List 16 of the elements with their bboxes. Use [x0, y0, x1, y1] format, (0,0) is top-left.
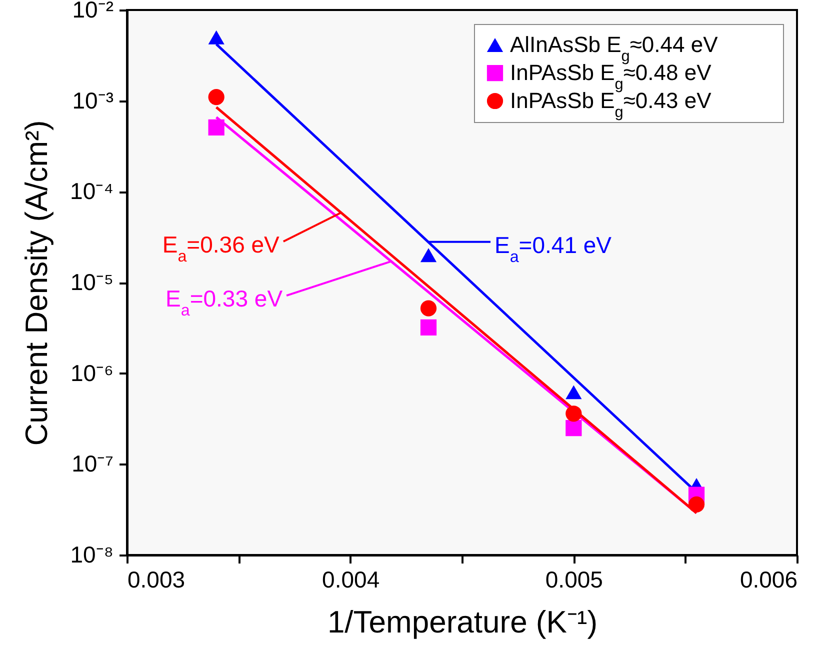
y-tick-label: 10⁻⁸ [70, 542, 114, 568]
x-tick-label: 0.004 [322, 566, 380, 592]
x-tick-label: 0.003 [128, 566, 186, 592]
y-tick-label: 10⁻⁶ [70, 360, 114, 386]
y-tick-label: 10⁻³ [72, 87, 114, 114]
annotation: E$_{a}$=0.36 eV [162, 231, 280, 266]
y-tick-label: 10⁻⁷ [72, 450, 114, 477]
annotation: E$_{a}$=0.41 eV [494, 232, 612, 266]
x-axis-title: 1/Temperature (K⁻¹) [327, 604, 598, 640]
annotation: E$_{a}$=0.33 eV [166, 286, 284, 320]
x-tick-label: 0.005 [545, 566, 603, 592]
y-tick-label: 10⁻⁵ [70, 269, 114, 295]
y-tick-label: 10⁻² [72, 0, 114, 22]
y-axis-title: Current Density (A/cm²) [19, 120, 54, 446]
x-tick-label: 0.006 [740, 566, 798, 592]
y-tick-label: 10⁻⁴ [70, 178, 114, 204]
